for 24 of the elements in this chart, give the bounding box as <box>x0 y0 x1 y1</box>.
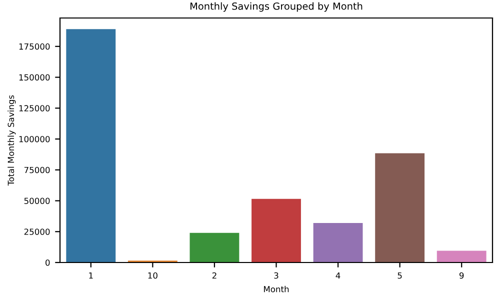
x-tick-label: 9 <box>459 272 464 279</box>
y-tick-label: 25000 <box>24 228 50 235</box>
bar <box>313 222 363 262</box>
y-tick-label: 100000 <box>19 136 50 142</box>
x-tick-label: 4 <box>336 272 340 279</box>
bar <box>190 232 240 262</box>
x-tick-label: 2 <box>212 272 216 279</box>
y-tick-label: 0 <box>46 259 50 266</box>
x-tick-label: 3 <box>274 272 278 279</box>
x-tick-label: 5 <box>398 272 402 279</box>
x-tick-label: 10 <box>148 272 158 279</box>
y-axis-title: Total Monthly Savings <box>8 95 16 186</box>
x-axis-title: Month <box>264 286 289 292</box>
bar <box>66 29 116 262</box>
chart-title: Monthly Savings Grouped by Month <box>190 2 362 12</box>
bar <box>436 250 486 262</box>
y-tick-label: 50000 <box>24 198 50 204</box>
x-tick-label: 1 <box>89 272 93 279</box>
y-tick-label: 75000 <box>24 166 50 174</box>
bar <box>375 153 425 262</box>
y-tick-label: 125000 <box>19 105 50 112</box>
bar <box>252 198 301 262</box>
y-tick-label: 175000 <box>19 43 50 50</box>
y-tick-label: 150000 <box>19 74 50 81</box>
